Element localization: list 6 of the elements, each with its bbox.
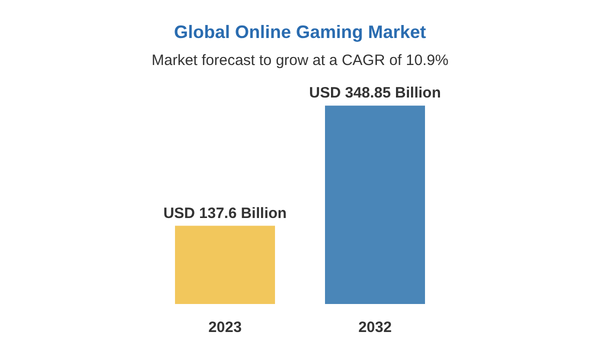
data-label: USD 137.6 Billion <box>163 204 287 222</box>
x-tick-label: 2023 <box>208 319 242 336</box>
x-tick-label: 2032 <box>358 319 392 336</box>
chart-title: Global Online Gaming Market <box>174 22 426 42</box>
chart-subtitle: Market forecast to grow at a CAGR of 10.9% <box>152 52 448 69</box>
data-label: USD 348.85 Billion <box>309 84 441 102</box>
